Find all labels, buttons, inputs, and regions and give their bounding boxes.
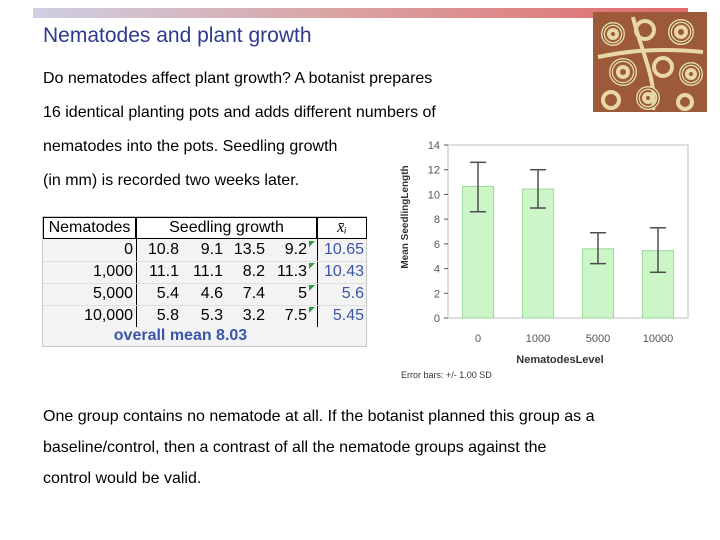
y-tick-label: 6 <box>434 239 440 251</box>
row-divider <box>43 283 368 284</box>
intro-line: (in mm) is recorded two weeks later. <box>43 172 300 189</box>
conclusion-line: baseline/control, then a contrast of all… <box>43 439 547 456</box>
intro-text: Do nematodes affect plant growth? A bota… <box>43 62 493 198</box>
y-tick-label: 2 <box>434 288 440 300</box>
level-cell: 10,000 <box>84 307 133 324</box>
y-tick-label: 12 <box>428 165 440 177</box>
value-cell: 3.2 <box>242 307 265 324</box>
y-tick-label: 10 <box>428 189 440 201</box>
intro-line: Do nematodes affect plant growth? A bota… <box>43 70 433 87</box>
cell-flag <box>309 285 315 291</box>
intro-line: 16 identical planting pots and adds diff… <box>43 104 436 121</box>
cell-flag <box>309 307 315 313</box>
header-nematodes: Nematodes <box>43 217 136 239</box>
row-divider <box>43 305 368 306</box>
mean-cell: 10.43 <box>323 263 364 280</box>
value-cell: 9.1 <box>200 241 223 258</box>
level-cell: 1,000 <box>92 263 133 280</box>
plot-area: 0 2 4 6 8 10 12 14 0 1000 5000 10000 <box>428 140 689 345</box>
value-cell: 7.4 <box>242 285 265 302</box>
value-cell: 5 <box>298 285 307 302</box>
error-bar-footnote: Error bars: +/- 1.00 SD <box>401 370 492 380</box>
mean-cell: 10.65 <box>323 241 364 258</box>
value-cell: 11.1 <box>149 263 179 280</box>
value-cell: 5.3 <box>200 307 223 324</box>
conclusion-text: One group contains no nematode at all. I… <box>43 401 703 494</box>
value-cell: 11.3 <box>277 263 307 280</box>
mean-cell: 5.45 <box>332 307 364 324</box>
value-cell: 4.6 <box>200 285 223 302</box>
value-cell: 8.2 <box>242 263 265 280</box>
y-tick-label: 0 <box>434 313 440 325</box>
overall-mean: overall mean 8.03 <box>113 327 248 344</box>
value-cell: 11.1 <box>193 263 223 280</box>
y-tick-label: 4 <box>434 264 440 276</box>
value-cell: 13.5 <box>233 241 265 258</box>
mean-cell: 5.6 <box>341 285 364 302</box>
slide-title: Nematodes and plant growth <box>43 24 312 47</box>
bar-chart: Mean SeedlingLength NematodesLevel Error… <box>400 140 689 380</box>
x-axis-label: NematodesLevel <box>516 354 603 366</box>
header-group-mean: x̄ᵢ <box>317 217 367 239</box>
value-cell: 7.5 <box>284 307 307 324</box>
y-tick-label: 8 <box>434 214 440 226</box>
x-tick-label: 0 <box>475 333 481 345</box>
x-tick-label: 5000 <box>586 333 610 345</box>
value-cell: 10.8 <box>147 241 179 258</box>
value-cell: 9.2 <box>284 241 307 258</box>
cell-flag <box>309 241 315 247</box>
conclusion-line: One group contains no nematode at all. I… <box>43 408 595 425</box>
conclusion-line: control would be valid. <box>43 470 202 487</box>
cell-flag <box>309 263 315 269</box>
title-accent-bar <box>33 8 688 18</box>
y-tick-label: 14 <box>428 140 440 152</box>
y-axis-label: Mean SeedlingLength <box>400 165 411 268</box>
bar <box>521 188 555 319</box>
data-table: Nematodes Seedling growth x̄ᵢ 0 10.8 9.1… <box>42 216 368 347</box>
header-seedling-growth: Seedling growth <box>136 217 317 239</box>
x-tick-label: 10000 <box>643 333 674 345</box>
value-cell: 5.8 <box>156 307 179 324</box>
value-cell: 5.4 <box>156 285 179 302</box>
intro-line: nematodes into the pots. Seedling growth <box>43 138 338 155</box>
x-tick-label: 1000 <box>526 333 550 345</box>
level-cell: 0 <box>124 241 133 258</box>
level-cell: 5,000 <box>92 285 133 302</box>
nematodes-photo <box>593 12 707 112</box>
row-divider <box>43 261 368 262</box>
